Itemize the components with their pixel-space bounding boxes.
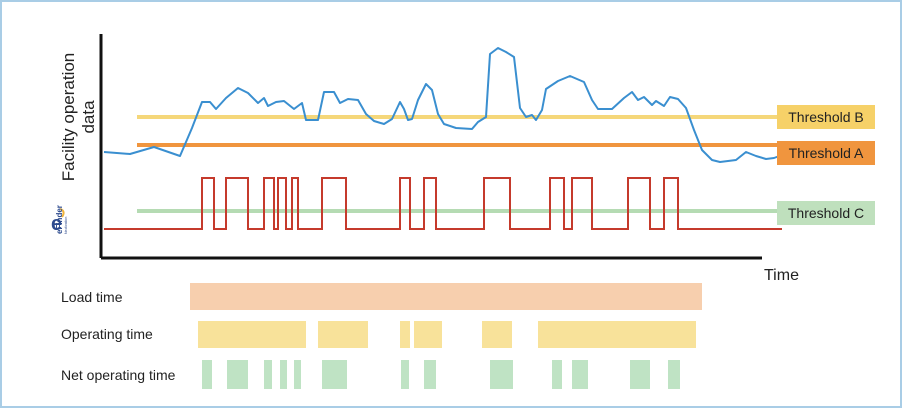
net-operating-time-bar bbox=[322, 360, 347, 389]
facility-data-signal bbox=[103, 47, 783, 163]
operation-state-signal bbox=[104, 177, 782, 230]
net-operating-time-bar bbox=[490, 360, 513, 389]
operating-time-bar bbox=[198, 321, 306, 348]
load-time-label: Load time bbox=[61, 289, 123, 305]
x-axis-label: Time bbox=[764, 267, 799, 284]
threshold-a-label: Threshold A bbox=[789, 145, 864, 161]
threshold-b-label-box bbox=[777, 105, 875, 129]
net-operating-time-bar bbox=[264, 360, 272, 389]
net-operating-time-bar bbox=[668, 360, 680, 389]
operating-time-bar bbox=[482, 321, 512, 348]
operating-time-bar bbox=[538, 321, 696, 348]
operating-time-bar bbox=[318, 321, 368, 348]
svg-text:e: e bbox=[51, 213, 62, 235]
net-operating-time-bar bbox=[227, 360, 248, 389]
net-operating-time-bar bbox=[424, 360, 436, 389]
net-operating-time-bar bbox=[572, 360, 588, 389]
threshold-c-label: Threshold C bbox=[788, 205, 864, 221]
net-operating-time-bar bbox=[401, 360, 409, 389]
net-operating-time-bar bbox=[552, 360, 562, 389]
efinder-logo: e eFinder Nextivation bbox=[51, 205, 68, 235]
net-operating-time-bar bbox=[294, 360, 301, 389]
load-time-bar bbox=[190, 283, 702, 310]
net-operating-time-bar bbox=[630, 360, 650, 389]
net-operating-time-bar bbox=[280, 360, 287, 389]
operating-time-label: Operating time bbox=[61, 326, 153, 342]
net-operating-time-bar bbox=[202, 360, 212, 389]
threshold-b-label: Threshold B bbox=[788, 109, 863, 125]
threshold-c-label-box bbox=[777, 201, 875, 225]
y-axis-label-line1: Facility operation bbox=[59, 53, 78, 182]
logo-text: eFinder bbox=[55, 205, 64, 234]
threshold-a-label-box bbox=[777, 141, 875, 165]
y-axis-label-line2: data bbox=[79, 100, 98, 134]
operating-time-bar bbox=[414, 321, 442, 348]
operating-time-bar bbox=[400, 321, 410, 348]
logo-subtext: Nextivation bbox=[64, 217, 68, 234]
net-operating-time-label: Net operating time bbox=[61, 367, 176, 383]
